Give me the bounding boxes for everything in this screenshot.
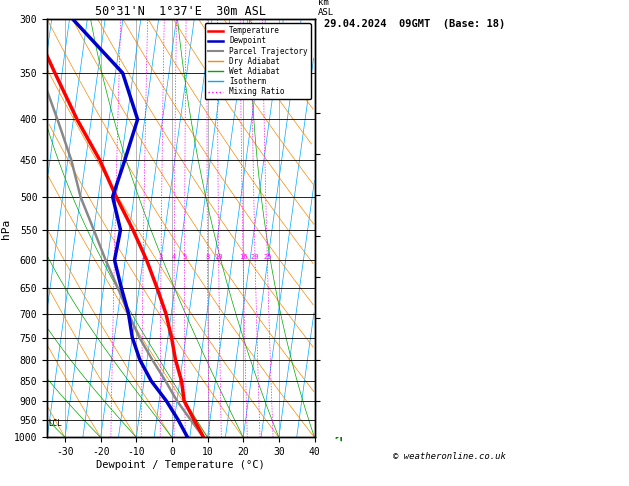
Text: 750: 750 xyxy=(601,320,618,330)
Text: 8.9: 8.9 xyxy=(601,238,618,248)
Text: 5: 5 xyxy=(182,254,187,260)
Text: 8: 8 xyxy=(205,254,209,260)
Text: 8: 8 xyxy=(612,273,618,283)
Text: StmSpd (kt): StmSpd (kt) xyxy=(398,427,462,436)
Text: Dewp (°C): Dewp (°C) xyxy=(398,249,450,260)
Text: 25: 25 xyxy=(263,254,272,260)
Text: 4.4: 4.4 xyxy=(601,249,618,260)
Text: 3: 3 xyxy=(159,254,163,260)
Text: Hodograph: Hodograph xyxy=(481,379,535,389)
Text: Lifted Index: Lifted Index xyxy=(398,273,468,283)
Legend: Temperature, Dewpoint, Parcel Trajectory, Dry Adiabat, Wet Adiabat, Isotherm, Mi: Temperature, Dewpoint, Parcel Trajectory… xyxy=(204,23,311,99)
Text: 0: 0 xyxy=(612,356,618,365)
Text: Temp (°C): Temp (°C) xyxy=(398,238,450,248)
Text: 20: 20 xyxy=(251,254,259,260)
FancyBboxPatch shape xyxy=(393,190,623,437)
Text: SREH: SREH xyxy=(398,403,421,413)
Text: Most Unstable: Most Unstable xyxy=(470,309,546,318)
Text: ᴱ (K): ᴱ (K) xyxy=(414,332,439,342)
Text: StmDir: StmDir xyxy=(398,415,433,425)
Text: 17: 17 xyxy=(606,191,618,200)
Text: 2: 2 xyxy=(141,254,145,260)
Text: CIN (J): CIN (J) xyxy=(398,296,439,307)
Text: 4: 4 xyxy=(172,254,176,260)
Text: Surface: Surface xyxy=(487,226,528,236)
Text: 0: 0 xyxy=(612,367,618,378)
Text: 6: 6 xyxy=(612,344,618,354)
Text: -88: -88 xyxy=(601,391,618,401)
Text: 45: 45 xyxy=(606,202,618,212)
Text: 27: 27 xyxy=(606,427,618,436)
Text: ᴱ(K): ᴱ(K) xyxy=(414,262,434,271)
Text: 0: 0 xyxy=(612,296,618,307)
Text: 1.2: 1.2 xyxy=(601,214,618,224)
Text: 10: 10 xyxy=(214,254,223,260)
Text: 295: 295 xyxy=(601,261,618,271)
Text: 1: 1 xyxy=(112,254,116,260)
Text: 298: 298 xyxy=(601,332,618,342)
Text: 10: 10 xyxy=(606,403,618,413)
Text: Lifted Index: Lifted Index xyxy=(398,344,468,354)
Text: EH: EH xyxy=(398,391,409,401)
Text: 16: 16 xyxy=(239,254,247,260)
Y-axis label: hPa: hPa xyxy=(1,218,11,239)
Text: CAPE (J): CAPE (J) xyxy=(398,356,445,365)
Text: 29.04.2024  09GMT  (Base: 18): 29.04.2024 09GMT (Base: 18) xyxy=(324,19,505,30)
Text: θ: θ xyxy=(398,261,404,271)
Text: θ: θ xyxy=(398,332,404,342)
X-axis label: Dewpoint / Temperature (°C): Dewpoint / Temperature (°C) xyxy=(96,460,265,470)
Text: © weatheronline.co.uk: © weatheronline.co.uk xyxy=(393,452,506,461)
Text: CAPE (J): CAPE (J) xyxy=(398,285,445,295)
Text: Pressure (mb): Pressure (mb) xyxy=(398,320,474,330)
Text: kt: kt xyxy=(403,27,413,35)
Text: K: K xyxy=(398,191,404,200)
Title: 50°31'N  1°37'E  30m ASL: 50°31'N 1°37'E 30m ASL xyxy=(96,5,266,18)
Text: 0: 0 xyxy=(612,285,618,295)
Text: CIN (J): CIN (J) xyxy=(398,367,439,378)
Text: PW (cm): PW (cm) xyxy=(398,214,439,224)
Text: km
ASL: km ASL xyxy=(318,0,334,17)
Text: 229°: 229° xyxy=(594,415,618,425)
Text: LCL: LCL xyxy=(48,419,62,428)
Text: Totals Totals: Totals Totals xyxy=(398,202,474,212)
